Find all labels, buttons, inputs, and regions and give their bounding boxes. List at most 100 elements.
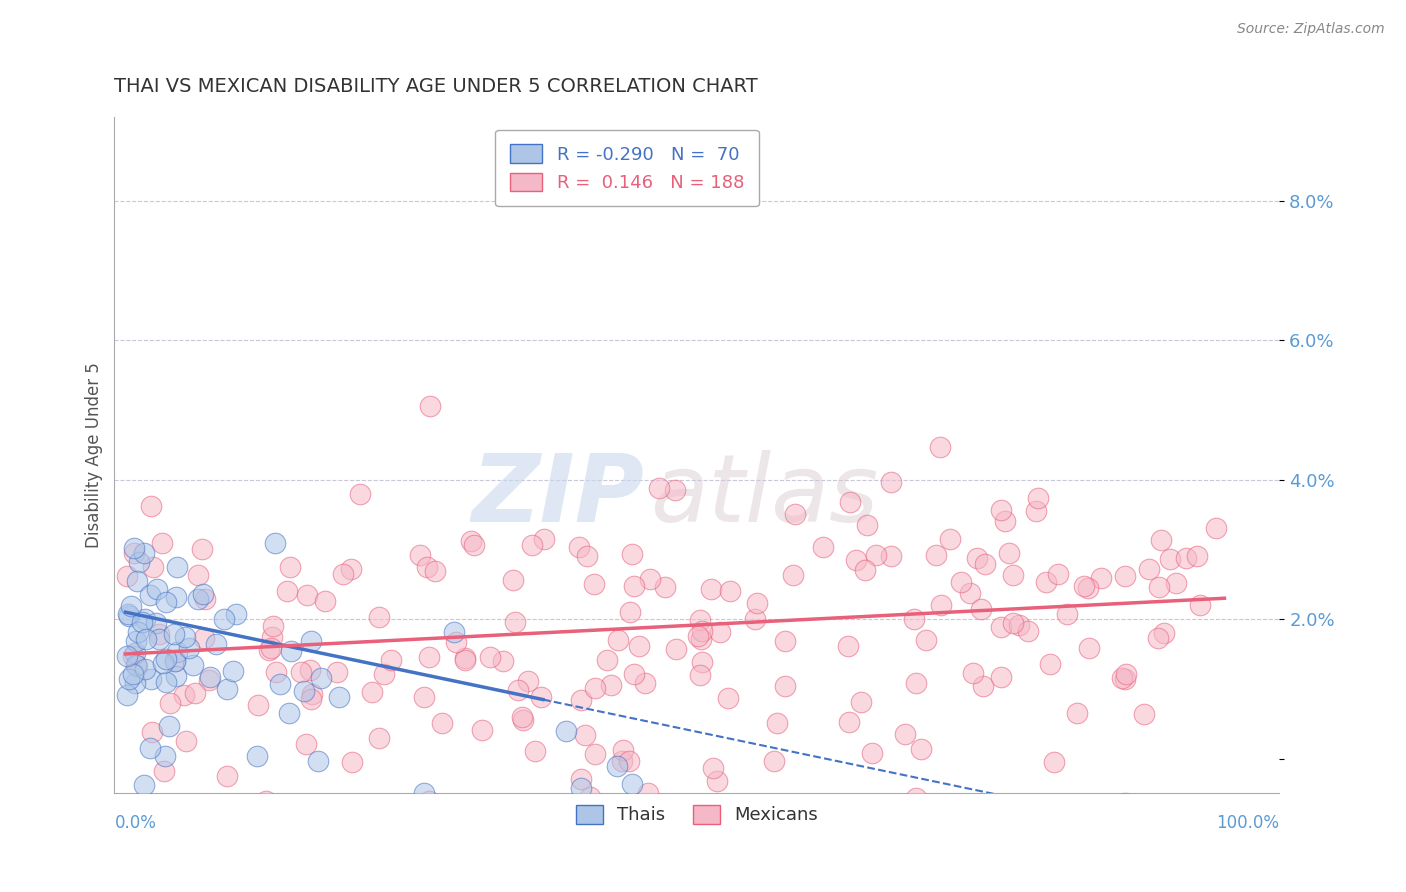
Point	[904, 791, 927, 805]
Point	[122, 648, 145, 663]
Point	[1149, 533, 1171, 548]
Point	[1164, 575, 1187, 590]
Point	[569, 781, 592, 796]
Point	[578, 790, 600, 805]
Point	[1146, 631, 1168, 645]
Point	[360, 684, 382, 698]
Point	[139, 588, 162, 602]
Point	[648, 481, 671, 495]
Point	[416, 560, 439, 574]
Point	[215, 681, 238, 696]
Point	[492, 654, 515, 668]
Point	[700, 582, 723, 597]
Point	[512, 714, 534, 728]
Point	[533, 532, 555, 546]
Point	[1046, 566, 1069, 581]
Point	[430, 715, 453, 730]
Point	[690, 655, 713, 669]
Point	[506, 683, 529, 698]
Point	[1078, 640, 1101, 655]
Point	[115, 569, 138, 583]
Point	[612, 743, 634, 757]
Point	[585, 747, 607, 762]
Point	[131, 615, 153, 629]
Legend: Thais, Mexicans: Thais, Mexicans	[568, 797, 825, 831]
Point	[654, 580, 676, 594]
Point	[1008, 617, 1031, 632]
Point	[278, 559, 301, 574]
Point	[763, 754, 786, 768]
Point	[516, 673, 538, 688]
Point	[198, 669, 221, 683]
Point	[612, 754, 634, 768]
Point	[990, 620, 1012, 634]
Point	[139, 499, 162, 513]
Point	[950, 574, 973, 589]
Point	[530, 690, 553, 705]
Point	[463, 538, 485, 552]
Point	[125, 633, 148, 648]
Point	[173, 688, 195, 702]
Point	[1026, 491, 1049, 505]
Point	[665, 642, 688, 657]
Point	[155, 595, 177, 609]
Point	[152, 657, 174, 671]
Point	[122, 541, 145, 556]
Point	[307, 754, 329, 768]
Point	[865, 548, 887, 562]
Point	[838, 715, 860, 730]
Point	[117, 607, 139, 621]
Point	[166, 644, 188, 658]
Point	[412, 786, 434, 800]
Point	[785, 508, 807, 522]
Point	[1174, 550, 1197, 565]
Point	[314, 594, 336, 608]
Point	[568, 541, 591, 555]
Point	[139, 740, 162, 755]
Point	[924, 548, 946, 562]
Point	[118, 608, 141, 623]
Point	[212, 612, 235, 626]
Point	[155, 675, 177, 690]
Point	[929, 598, 952, 612]
Point	[510, 710, 533, 724]
Point	[367, 609, 389, 624]
Point	[153, 764, 176, 779]
Point	[444, 635, 467, 649]
Point	[165, 590, 187, 604]
Point	[894, 727, 917, 741]
Point	[664, 483, 686, 497]
Point	[299, 663, 322, 677]
Point	[254, 794, 277, 808]
Point	[619, 606, 641, 620]
Point	[1205, 521, 1227, 535]
Point	[1114, 672, 1136, 686]
Point	[744, 612, 766, 626]
Point	[966, 550, 988, 565]
Point	[117, 648, 139, 663]
Point	[623, 667, 645, 681]
Text: 0.0%: 0.0%	[114, 814, 156, 831]
Point	[689, 613, 711, 627]
Point	[702, 761, 724, 775]
Point	[148, 632, 170, 646]
Point	[990, 503, 1012, 517]
Point	[142, 559, 165, 574]
Point	[811, 540, 834, 554]
Point	[630, 798, 652, 813]
Point	[215, 769, 238, 783]
Point	[994, 514, 1017, 528]
Point	[128, 555, 150, 569]
Point	[292, 684, 315, 698]
Point	[1056, 607, 1078, 622]
Point	[689, 632, 711, 647]
Point	[962, 665, 984, 680]
Point	[163, 627, 186, 641]
Point	[145, 615, 167, 630]
Point	[260, 641, 283, 656]
Point	[159, 696, 181, 710]
Point	[571, 772, 593, 786]
Point	[418, 649, 440, 664]
Point	[264, 665, 287, 679]
Point	[146, 582, 169, 597]
